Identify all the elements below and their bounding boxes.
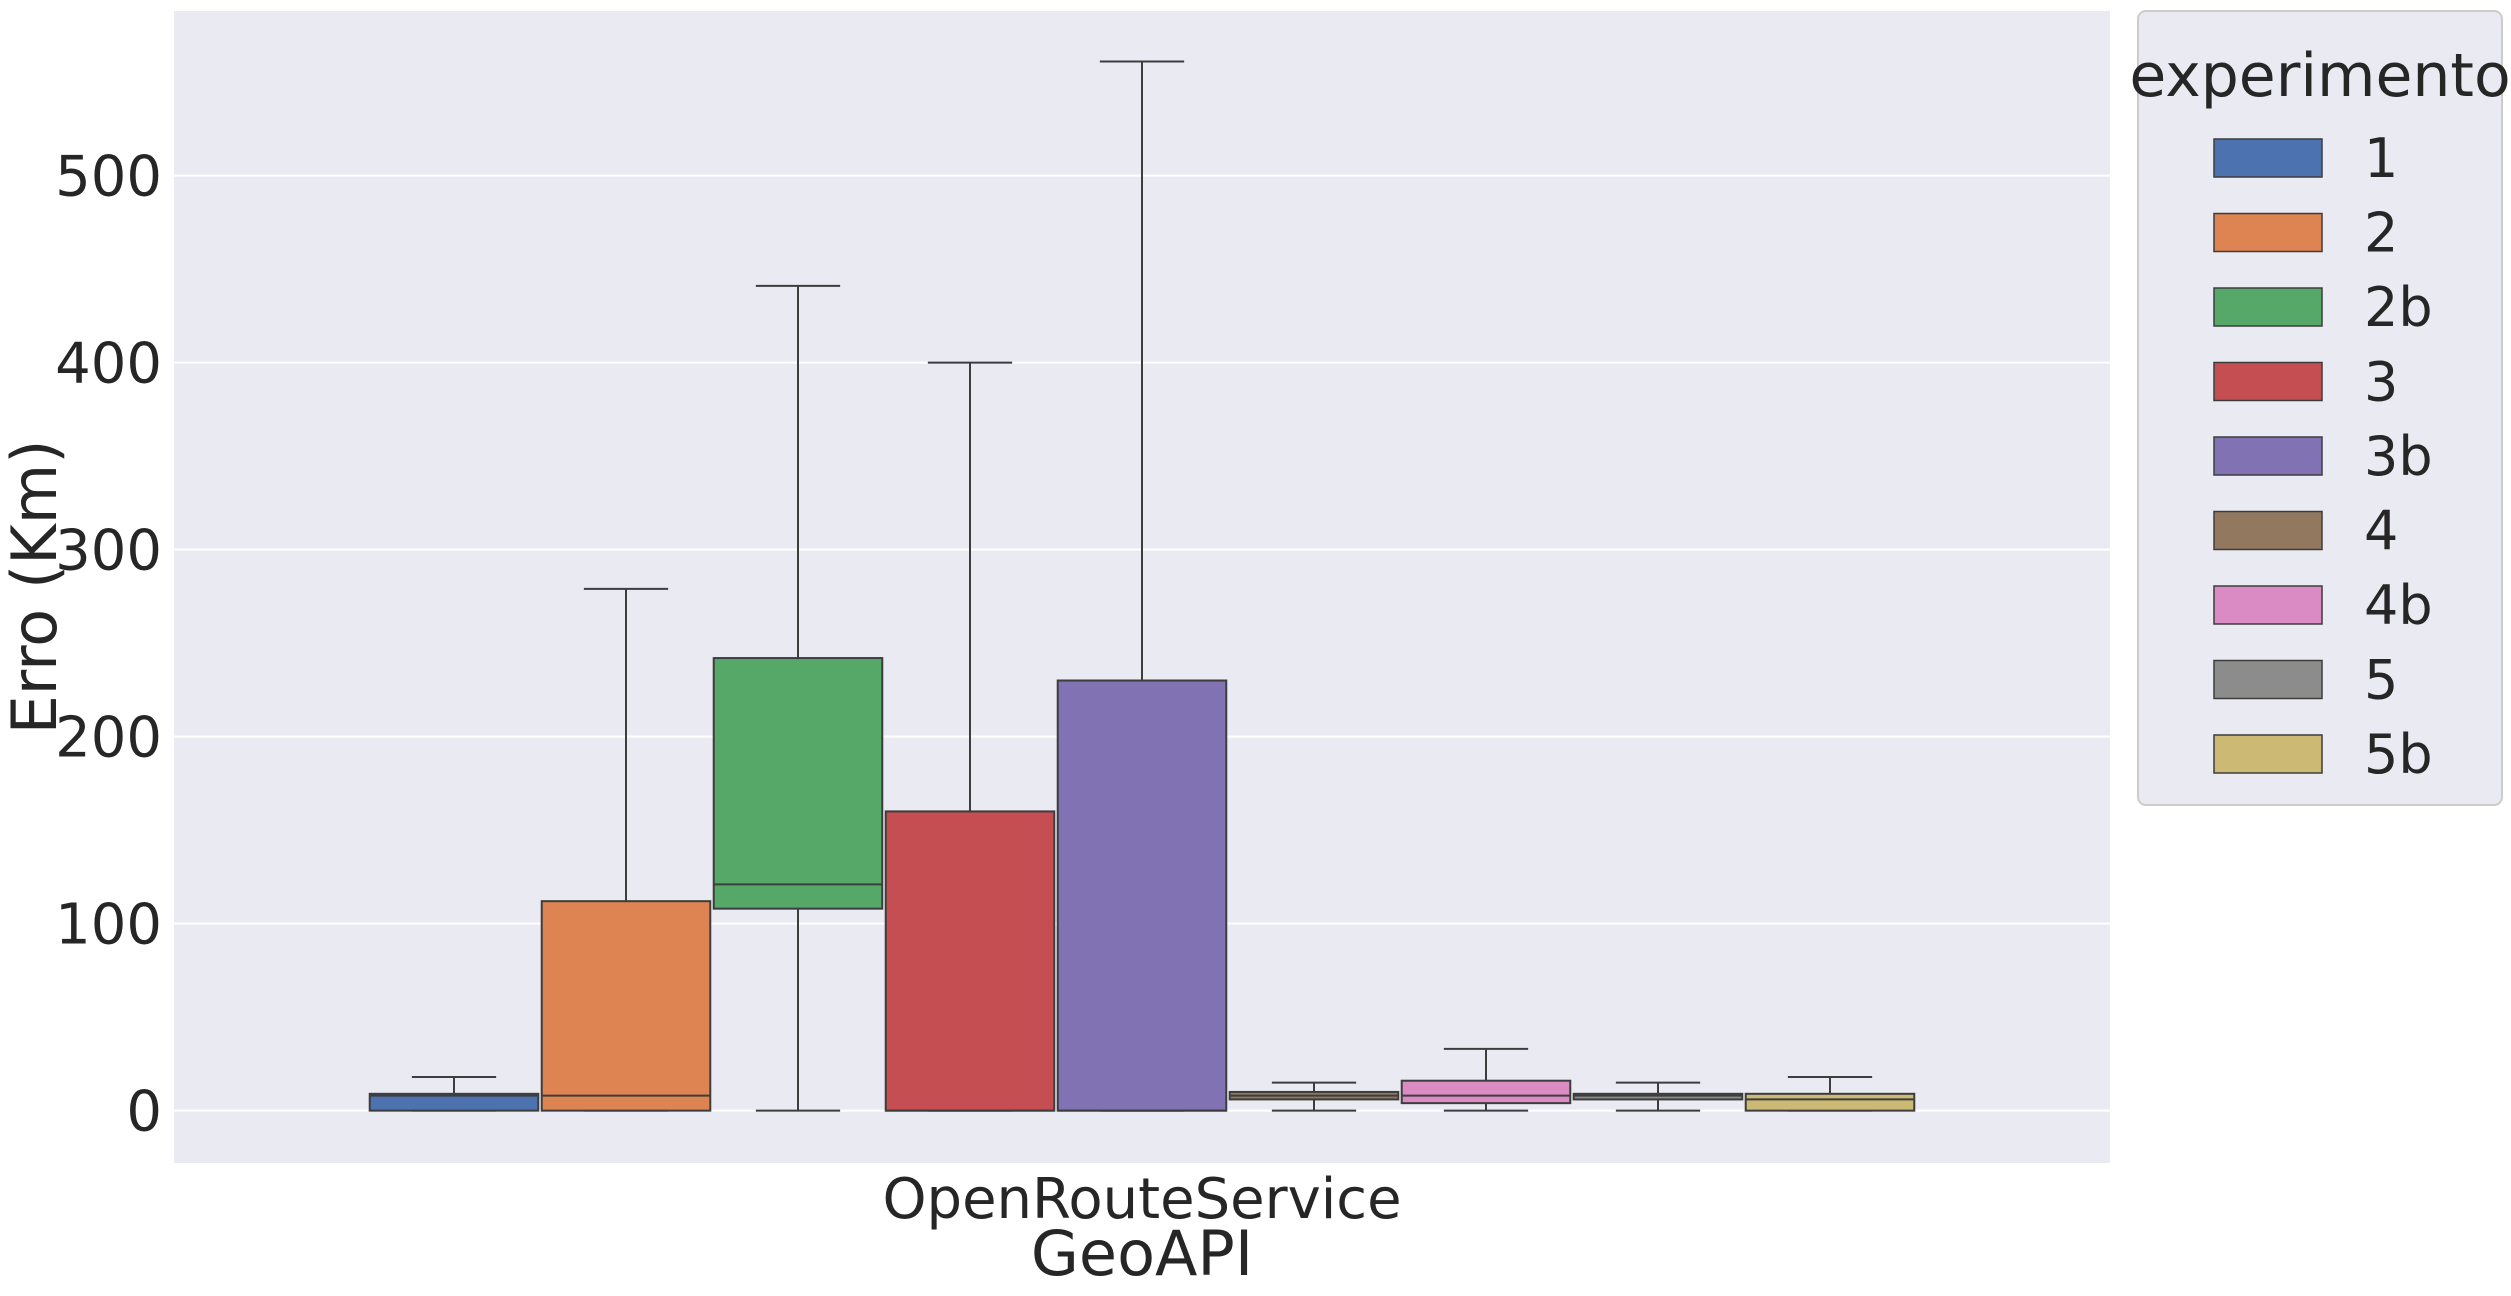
y-tick-label-0: 0	[126, 1080, 162, 1145]
y-tick-label-400: 400	[55, 332, 162, 397]
legend-label-2b: 2b	[2364, 276, 2433, 339]
legend-swatch-5	[2213, 659, 2323, 700]
box-2	[540, 587, 712, 1112]
box-body-2	[540, 900, 712, 1112]
legend-swatch-3b	[2213, 436, 2323, 476]
box-4	[1228, 1081, 1400, 1112]
legend-swatch-1	[2213, 138, 2323, 178]
y-tick-label-100: 100	[55, 893, 162, 958]
legend-swatch-4b	[2213, 585, 2323, 625]
legend-swatch-5b	[2213, 734, 2323, 774]
box-body-2b	[712, 657, 884, 910]
x-axis-label: GeoAPI	[1031, 1217, 1253, 1290]
y-tick-labels: 0 100 200 300 400 500	[55, 145, 162, 1145]
y-tick-label-300: 300	[55, 519, 162, 584]
legend-title: experimento	[2129, 41, 2510, 111]
y-tick-label-500: 500	[55, 145, 162, 210]
y-tick-label-200: 200	[55, 706, 162, 771]
box-5b	[1744, 1075, 1916, 1112]
legend: experimento 1 2 2b 3 3b 4 4b 5 5b	[2129, 10, 2511, 806]
legend-label-1: 1	[2364, 127, 2398, 190]
legend-swatch-2	[2213, 212, 2323, 253]
y-axis-label: Erro (Km)	[0, 440, 71, 735]
legend-items: 1 2 2b 3 3b 4 4b 5 5b	[2213, 127, 2433, 786]
box-body-3	[884, 810, 1056, 1112]
legend-label-2: 2	[2364, 202, 2398, 265]
legend-swatch-4	[2213, 510, 2323, 551]
legend-label-5b: 5b	[2364, 723, 2433, 786]
box-2b	[712, 284, 884, 1112]
legend-label-3: 3	[2364, 351, 2398, 414]
box-body-1	[368, 1092, 540, 1112]
legend-swatch-2b	[2213, 287, 2323, 327]
box-4b	[1400, 1047, 1572, 1112]
box-body-5b	[1744, 1092, 1916, 1112]
legend-label-4: 4	[2364, 500, 2398, 563]
box-series	[368, 60, 1916, 1112]
box-body-3b	[1056, 679, 1228, 1112]
legend-label-4b: 4b	[2364, 574, 2433, 637]
box-3b	[1056, 60, 1228, 1112]
box-3	[884, 361, 1056, 1112]
box-1	[368, 1075, 540, 1112]
box-body-4b	[1400, 1079, 1572, 1105]
legend-label-3b: 3b	[2364, 425, 2433, 488]
legend-swatch-3	[2213, 361, 2323, 402]
box-5	[1572, 1081, 1744, 1112]
legend-label-5: 5	[2364, 649, 2398, 712]
x-category-label: OpenRouteService	[882, 1167, 1401, 1232]
